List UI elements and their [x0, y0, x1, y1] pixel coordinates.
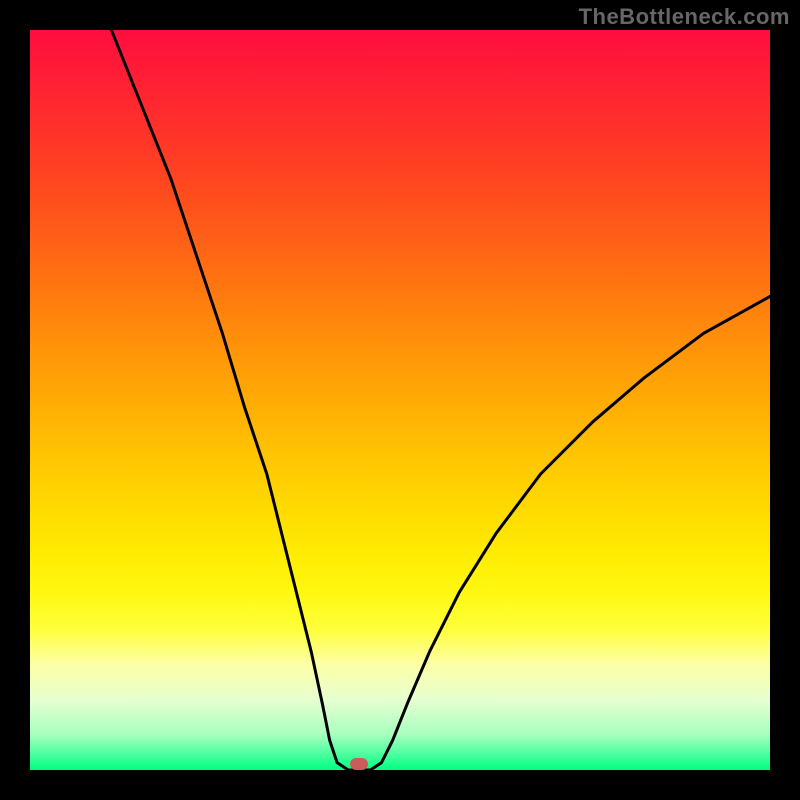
- chart-plot: [30, 30, 770, 770]
- chart-frame: TheBottleneck.com: [0, 0, 800, 800]
- optimal-marker: [350, 758, 368, 770]
- gradient-background: [30, 30, 770, 770]
- watermark-text: TheBottleneck.com: [579, 4, 790, 30]
